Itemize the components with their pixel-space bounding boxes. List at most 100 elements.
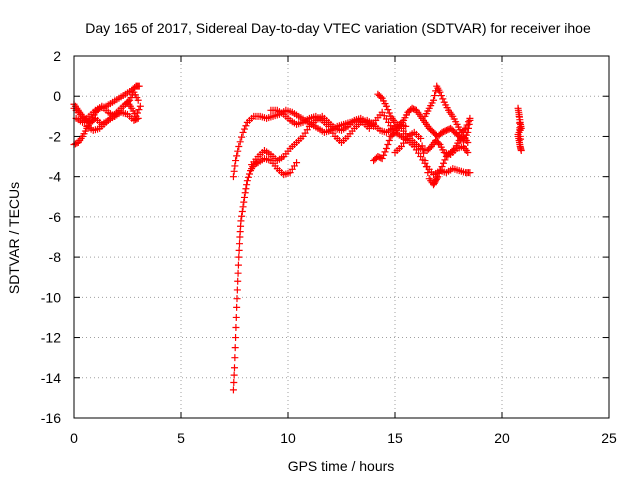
data-point <box>233 286 241 294</box>
y-tick-label: -12 <box>41 330 61 346</box>
x-tick-label: 15 <box>387 430 403 446</box>
data-point <box>234 261 242 269</box>
data-point <box>235 253 243 261</box>
data-point <box>515 119 523 127</box>
data-point <box>239 128 247 136</box>
data-point <box>464 149 472 157</box>
series-afternoon-a <box>370 104 474 165</box>
data-point <box>435 139 443 147</box>
data-points <box>70 82 525 394</box>
y-tick-label: -4 <box>49 169 62 185</box>
data-point <box>233 303 241 311</box>
data-point <box>230 378 238 386</box>
data-point <box>235 246 243 254</box>
series-mid-band-b <box>267 106 410 146</box>
data-point <box>402 122 410 130</box>
x-tick-label: 10 <box>280 430 296 446</box>
data-point <box>245 170 253 178</box>
data-point <box>231 162 239 170</box>
y-tick-label: -10 <box>41 289 61 305</box>
data-point <box>135 106 143 114</box>
x-tick-label: 0 <box>70 430 78 446</box>
data-point <box>434 173 442 181</box>
y-axis-label: SDTVAR / TECUs <box>6 182 22 294</box>
data-point <box>382 145 390 153</box>
data-point <box>464 128 472 136</box>
data-point <box>418 142 426 150</box>
data-point <box>463 121 471 129</box>
series-steep-rise <box>229 155 301 394</box>
data-point <box>378 155 386 163</box>
data-point <box>449 146 457 154</box>
data-point <box>76 110 84 118</box>
series-afternoon-d <box>421 82 474 136</box>
data-point <box>232 334 240 342</box>
y-tick-label: -14 <box>41 370 61 386</box>
y-tick-label: 0 <box>53 88 61 104</box>
x-tick-label: 25 <box>601 430 617 446</box>
data-point <box>462 124 470 132</box>
data-point <box>440 159 448 167</box>
data-point <box>433 174 441 182</box>
data-point <box>243 181 251 189</box>
series-afternoon-c <box>391 128 472 189</box>
series-early-morning-d <box>72 98 144 126</box>
data-point <box>232 157 240 165</box>
data-point <box>231 354 239 362</box>
data-point <box>435 169 443 177</box>
data-point <box>417 134 425 142</box>
data-point <box>384 140 392 148</box>
data-point <box>421 157 429 165</box>
chart-title: Day 165 of 2017, Sidereal Day-to-day VTE… <box>85 20 591 36</box>
data-point <box>436 88 444 96</box>
data-point <box>229 173 237 181</box>
data-point <box>232 324 240 331</box>
data-point <box>231 364 238 372</box>
axis-ticks <box>73 55 610 419</box>
data-point <box>293 159 301 167</box>
data-point <box>238 212 246 220</box>
data-point <box>244 173 252 181</box>
data-point <box>134 96 142 104</box>
data-point <box>238 133 246 141</box>
data-point <box>385 109 393 117</box>
data-point <box>240 125 248 133</box>
data-point <box>234 269 242 277</box>
data-point <box>385 136 393 144</box>
series-late-evening <box>514 104 525 155</box>
data-point <box>242 185 250 193</box>
x-tick-label: 20 <box>494 430 510 446</box>
data-point <box>237 217 245 225</box>
data-point <box>460 126 468 134</box>
y-tick-label: 2 <box>53 48 61 64</box>
data-point <box>240 198 248 206</box>
data-point <box>466 114 474 122</box>
data-point <box>230 167 238 175</box>
data-point <box>437 166 445 174</box>
data-point <box>135 82 143 90</box>
data-point <box>437 92 445 100</box>
data-point <box>236 138 244 146</box>
data-point <box>516 132 524 140</box>
y-tick-label: -8 <box>49 249 62 265</box>
data-point <box>384 106 392 114</box>
data-point <box>438 163 446 171</box>
data-point <box>242 122 250 130</box>
data-point <box>230 371 238 379</box>
data-point <box>233 295 241 303</box>
data-point <box>239 203 247 211</box>
data-point <box>430 96 438 104</box>
data-point <box>243 177 251 185</box>
data-point <box>441 156 449 164</box>
data-point <box>235 240 243 248</box>
data-point <box>517 147 525 155</box>
data-point <box>132 112 140 120</box>
data-point <box>238 208 246 216</box>
x-axis-label: GPS time / hours <box>288 458 395 474</box>
data-point <box>231 344 239 352</box>
data-point <box>232 313 240 321</box>
x-tick-label: 5 <box>177 430 185 446</box>
data-point <box>516 126 524 134</box>
data-point <box>422 163 430 171</box>
y-tick-label: -2 <box>49 128 62 144</box>
